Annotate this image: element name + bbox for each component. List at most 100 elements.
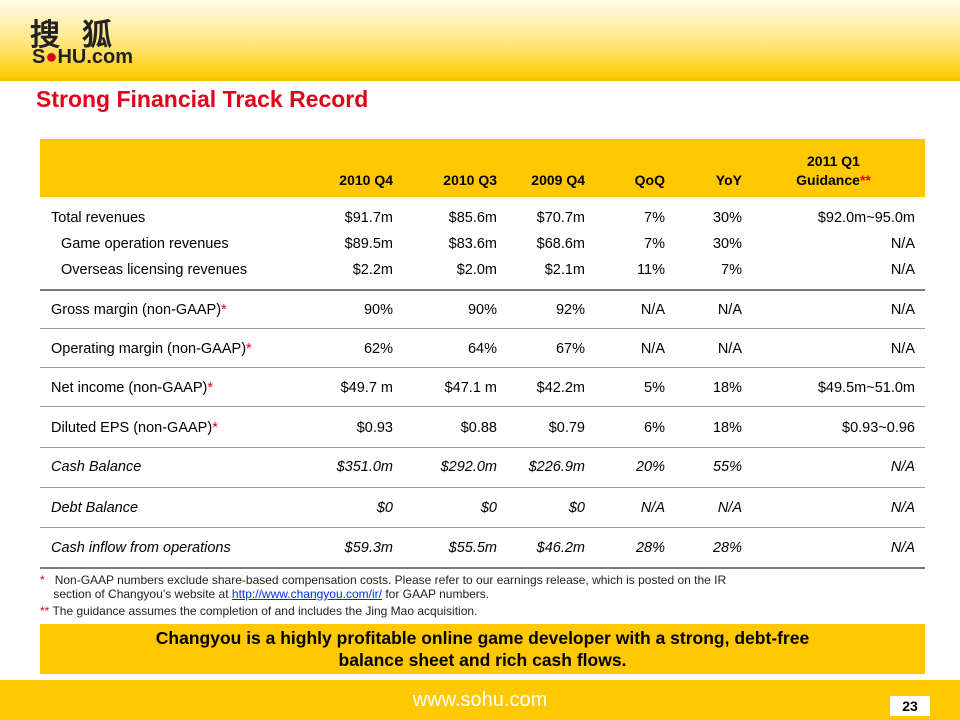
cell-qoq: N/A bbox=[640, 500, 665, 516]
row-divider bbox=[40, 328, 925, 329]
cell-guidance: N/A bbox=[890, 302, 915, 318]
header-guidance-label: Guidance bbox=[796, 172, 860, 188]
cell-2010q4: $0.93 bbox=[356, 420, 393, 436]
cell-2009q4: $226.9m bbox=[528, 459, 585, 475]
cell-2009q4: $0 bbox=[568, 500, 585, 516]
cell-2010q3: $2.0m bbox=[456, 262, 497, 278]
cell-qoq: 7% bbox=[644, 236, 665, 252]
row-divider bbox=[40, 289, 925, 291]
header-cell-2010q3: 2010 Q3 bbox=[443, 172, 497, 188]
logo-dot-icon: ● bbox=[45, 46, 58, 68]
row-divider bbox=[40, 487, 925, 488]
financial-table: 2010 Q4 2010 Q3 2009 Q4 QoQ YoY 2011 Q1 G… bbox=[40, 139, 925, 569]
header-cell-qoq: QoQ bbox=[634, 172, 665, 188]
header-guidance-period: 2011 Q1 bbox=[807, 153, 860, 169]
row-label: Overseas licensing revenues bbox=[61, 262, 248, 278]
cell-2010q3: $55.5m bbox=[448, 540, 497, 556]
page-number: 23 bbox=[890, 696, 930, 716]
cell-2010q4: $49.7 m bbox=[340, 380, 393, 396]
header-cell-2010q4: 2010 Q4 bbox=[339, 172, 393, 188]
cell-yoy: 18% bbox=[712, 420, 742, 436]
cell-2009q4: $0.79 bbox=[548, 420, 585, 436]
cell-2010q4: 90% bbox=[363, 302, 393, 318]
sohu-logo[interactable]: 搜狐 S●HU.com bbox=[30, 10, 140, 72]
logo-brand-text: S●HU.com bbox=[32, 46, 133, 69]
cell-2010q4: $0 bbox=[376, 500, 393, 516]
cell-guidance: N/A bbox=[890, 236, 915, 252]
cell-yoy: 30% bbox=[712, 236, 742, 252]
row-label: Debt Balance bbox=[51, 500, 139, 516]
cell-2010q4: $2.2m bbox=[352, 262, 393, 278]
footnote-text: The guidance assumes the completion of a… bbox=[49, 604, 478, 618]
logo-brand-suffix: HU.com bbox=[57, 46, 134, 68]
cell-qoq: 11% bbox=[637, 262, 665, 278]
table-bottom-rule bbox=[40, 567, 925, 569]
callout-line: balance sheet and rich cash flows. bbox=[338, 650, 627, 670]
logo-brand-prefix: S bbox=[32, 46, 46, 68]
cell-2009q4: $42.2m bbox=[536, 380, 585, 396]
cell-yoy: 30% bbox=[712, 210, 742, 226]
row-label: Cash Balance bbox=[51, 459, 142, 475]
cell-qoq: 28% bbox=[635, 540, 665, 556]
table-header: 2010 Q4 2010 Q3 2009 Q4 QoQ YoY 2011 Q1 G… bbox=[40, 139, 925, 197]
cell-2010q4: $351.0m bbox=[336, 459, 393, 475]
row-label: Diluted EPS (non-GAAP)* bbox=[51, 420, 218, 436]
cell-guidance: N/A bbox=[890, 540, 915, 556]
cell-2009q4: $70.7m bbox=[536, 210, 585, 226]
footer-band bbox=[0, 680, 960, 720]
cell-guidance: N/A bbox=[890, 341, 915, 357]
cell-yoy: 7% bbox=[721, 262, 742, 278]
cell-2009q4: $46.2m bbox=[536, 540, 585, 556]
cell-2010q4: $59.3m bbox=[344, 540, 393, 556]
cell-2009q4: 67% bbox=[555, 341, 585, 357]
row-label: Game operation revenues bbox=[61, 236, 229, 252]
cell-yoy: N/A bbox=[717, 302, 742, 318]
header-cell-yoy: YoY bbox=[715, 172, 742, 188]
summary-callout: Changyou is a highly profitable online g… bbox=[40, 624, 925, 674]
footnote-text: for GAAP numbers. bbox=[381, 587, 490, 601]
cell-guidance: N/A bbox=[890, 459, 915, 475]
footnote-nongaap: * Non-GAAP numbers exclude share-based c… bbox=[40, 573, 920, 601]
row-label: Net income (non-GAAP)* bbox=[51, 380, 213, 396]
cell-guidance: N/A bbox=[890, 262, 915, 278]
cell-qoq: 6% bbox=[644, 420, 665, 436]
cell-guidance: $49.5m~51.0m bbox=[817, 380, 915, 396]
footnote-marker: * bbox=[40, 573, 45, 587]
header-band bbox=[0, 0, 960, 78]
cell-2009q4: $68.6m bbox=[536, 236, 585, 252]
cell-2010q3: $47.1 m bbox=[444, 380, 497, 396]
row-divider bbox=[40, 406, 925, 407]
cell-2009q4: $2.1m bbox=[544, 262, 585, 278]
cell-yoy: 55% bbox=[712, 459, 742, 475]
header-cell-label bbox=[40, 139, 280, 197]
cell-2010q4: $91.7m bbox=[344, 210, 393, 226]
cell-2010q3: 64% bbox=[467, 341, 497, 357]
cell-2010q3: $0.88 bbox=[460, 420, 497, 436]
cell-qoq: N/A bbox=[640, 341, 665, 357]
ir-website-link[interactable]: http://www.changyou.com/ir/ bbox=[231, 587, 382, 601]
cell-yoy: N/A bbox=[717, 341, 742, 357]
footer-url[interactable]: www.sohu.com bbox=[412, 689, 548, 711]
callout-line: Changyou is a highly profitable online g… bbox=[155, 628, 810, 648]
cell-2010q4: 62% bbox=[363, 341, 393, 357]
header-cell-2009q4: 2009 Q4 bbox=[531, 172, 585, 188]
row-divider bbox=[40, 527, 925, 528]
footnote-guidance: ** The guidance assumes the completion o… bbox=[40, 604, 920, 618]
row-label: Cash inflow from operations bbox=[51, 540, 231, 556]
cell-qoq: 7% bbox=[644, 210, 665, 226]
row-label: Gross margin (non-GAAP)* bbox=[51, 302, 227, 318]
cell-yoy: N/A bbox=[717, 500, 742, 516]
cell-2010q3: $292.0m bbox=[440, 459, 497, 475]
header-cell-guidance: 2011 Q1 Guidance** bbox=[742, 139, 925, 197]
row-label: Operating margin (non-GAAP)* bbox=[51, 341, 252, 357]
row-divider bbox=[40, 367, 925, 368]
cell-2010q3: 90% bbox=[467, 302, 497, 318]
cell-2010q3: $0 bbox=[480, 500, 497, 516]
header-guidance-marker: ** bbox=[859, 172, 871, 188]
row-label: Total revenues bbox=[51, 210, 146, 226]
cell-2010q4: $89.5m bbox=[344, 236, 393, 252]
header-divider bbox=[0, 78, 960, 81]
row-divider bbox=[40, 447, 925, 448]
cell-guidance: N/A bbox=[890, 500, 915, 516]
slide-title: Strong Financial Track Record bbox=[36, 86, 369, 112]
